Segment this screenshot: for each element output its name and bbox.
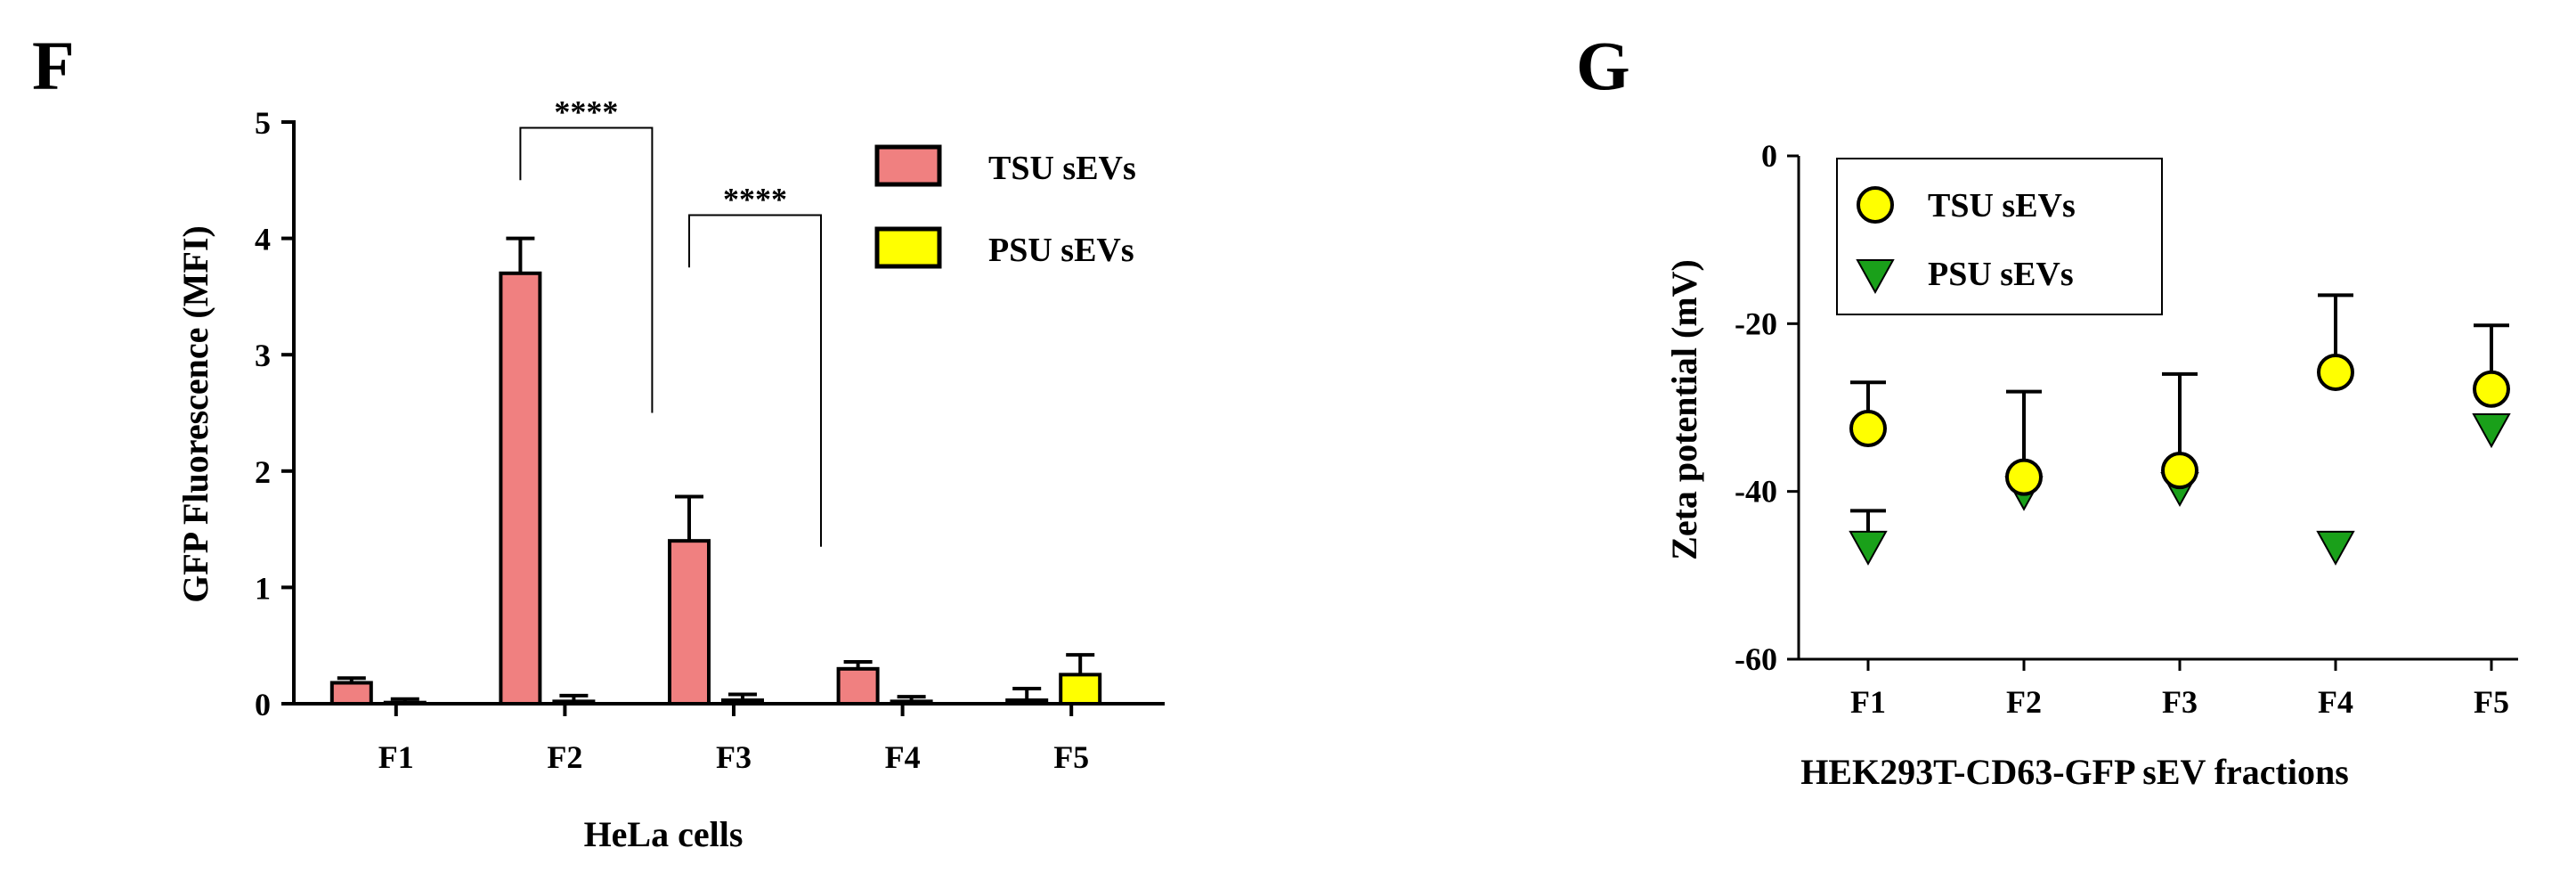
chart-f-y-tick-label: 0 — [255, 687, 271, 722]
chart-g-point-psu-f5 — [2472, 413, 2511, 449]
chart-f-bar-tsu-f5 — [1005, 698, 1049, 706]
chart-g-point-tsu-f3 — [2161, 452, 2198, 490]
chart-f-x-tick-label: F5 — [1053, 739, 1089, 775]
chart-g-point-psu-f4 — [2316, 530, 2355, 566]
chart-g-point-tsu-f4 — [2317, 353, 2354, 391]
chart-g: 0 -20 -40 -60 F1 F2 F3 F4 F5 TSU sEVs PSU sEVs HE… — [1664, 138, 2518, 792]
panel-letter-g: G — [1576, 27, 1630, 104]
chart-f-x-tick-label: F3 — [716, 739, 752, 775]
chart-g-legend-box — [1836, 158, 2163, 315]
chart-f-significance-label: **** — [554, 94, 618, 130]
chart-g-xlabel: HEK293T-CD63-GFP sEV fractions — [1800, 752, 2349, 792]
chart-f-axes: 0 1 2 3 4 5 F1 F2 F3 F4 F5 — [255, 105, 1165, 775]
chart-g-ylabel: Zeta potential (mV) — [1664, 259, 1704, 560]
chart-f-bar-psu-f5 — [1059, 673, 1102, 706]
chart-f-xlabel: HeLa cells — [584, 814, 744, 854]
chart-g-axes: 0 -20 -40 -60 F1 F2 F3 F4 F5 — [1735, 138, 2518, 720]
chart-g-y-tick-label: -20 — [1735, 306, 1777, 341]
chart-g-x-tick-label: F2 — [2006, 684, 2042, 720]
chart-g-legend-marker-tsu — [1857, 186, 1894, 224]
chart-f-significance: **** **** — [519, 94, 822, 547]
chart-f-legend-swatch-tsu — [874, 144, 942, 187]
chart-g-legend-marker-psu — [1856, 259, 1895, 295]
chart-g-y-tick-label: -60 — [1735, 641, 1777, 677]
chart-g-point-psu-f1 — [1849, 530, 1888, 566]
chart-g-point-tsu-f1 — [1849, 410, 1887, 448]
chart-f: 0 1 2 3 4 5 F1 F2 F3 F4 F5 **** **** TSU sEVs PSU sE… — [175, 94, 1165, 854]
chart-f-y-tick-label: 3 — [255, 338, 271, 373]
chart-g-y-tick-label: 0 — [1761, 138, 1777, 174]
chart-f-bar-tsu-f1 — [329, 681, 373, 706]
panel-letter-f: F — [32, 27, 75, 104]
chart-g-legend: TSU sEVs PSU sEVs — [1836, 158, 2163, 315]
chart-g-y-tick-label: -40 — [1735, 474, 1777, 510]
chart-f-ylabel: GFP Fluorescence (MFI) — [175, 225, 215, 603]
chart-f-significance-label: **** — [723, 181, 787, 216]
chart-g-x-tick-label: F3 — [2162, 684, 2198, 720]
chart-f-significance-bracket — [519, 126, 654, 413]
chart-g-x-tick-label: F5 — [2474, 684, 2509, 720]
chart-f-bar-psu-f2 — [552, 699, 596, 706]
chart-f-bar-tsu-f2 — [499, 271, 542, 706]
chart-f-bar-psu-f4 — [890, 699, 933, 706]
chart-f-y-tick-label: 2 — [255, 454, 271, 490]
chart-g-point-tsu-f5 — [2473, 370, 2510, 408]
chart-f-x-tick-label: F2 — [547, 739, 582, 775]
chart-f-legend-label-tsu: TSU sEVs — [988, 150, 1136, 187]
chart-f-bars — [329, 236, 1102, 706]
chart-f-bar-psu-f3 — [721, 698, 764, 706]
chart-g-x-tick-label: F1 — [1850, 684, 1886, 720]
chart-f-y-tick-label: 4 — [255, 222, 271, 257]
chart-f-bar-tsu-f4 — [836, 666, 880, 706]
chart-f-x-tick-label: F4 — [885, 739, 921, 775]
chart-f-bar-psu-f1 — [383, 700, 427, 706]
chart-f-legend-swatch-psu — [874, 226, 942, 269]
chart-g-point-tsu-f2 — [2005, 458, 2043, 496]
chart-f-significance-bracket — [688, 214, 822, 547]
chart-f-legend: TSU sEVs PSU sEVs — [874, 144, 1136, 269]
chart-f-bar-tsu-f3 — [668, 539, 711, 706]
chart-g-legend-label-psu: PSU sEVs — [1928, 256, 2074, 293]
chart-f-x-tick-label: F1 — [378, 739, 414, 775]
chart-g-points — [1849, 293, 2511, 566]
chart-f-legend-label-psu: PSU sEVs — [988, 232, 1134, 269]
chart-f-y-tick-label: 5 — [255, 105, 271, 141]
chart-f-y-tick-label: 1 — [255, 570, 271, 606]
chart-g-legend-label-tsu: TSU sEVs — [1928, 187, 2076, 224]
chart-g-x-tick-label: F4 — [2318, 684, 2353, 720]
